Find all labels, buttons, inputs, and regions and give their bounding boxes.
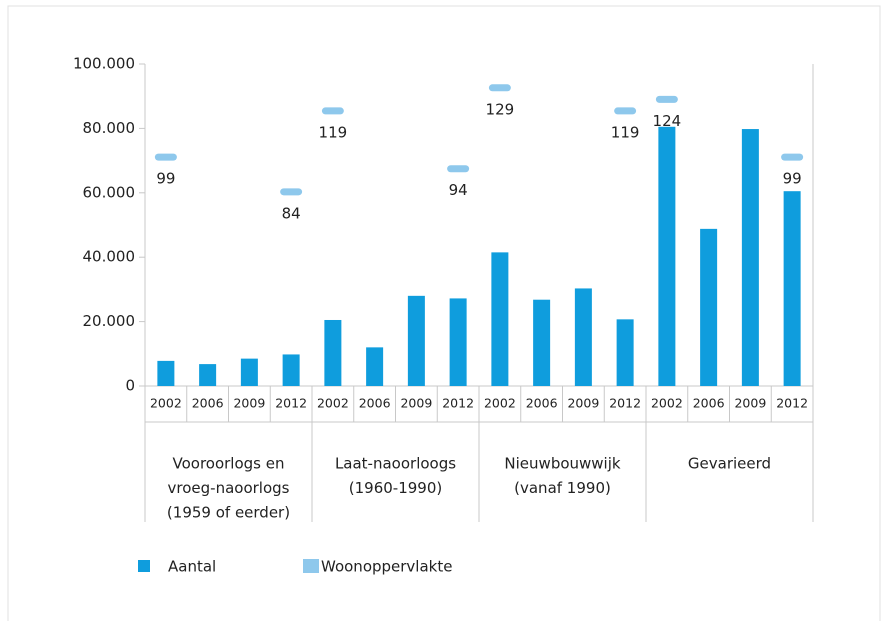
legend-swatch xyxy=(138,560,150,572)
y-tick-label: 20.000 xyxy=(83,312,136,330)
x-tick-label: 2002 xyxy=(317,396,349,411)
bar xyxy=(491,252,509,386)
x-tick-label: 2009 xyxy=(567,396,599,411)
legend-label: Woonoppervlakte xyxy=(321,558,452,576)
data-label: 129 xyxy=(486,100,515,118)
data-label: 119 xyxy=(319,123,348,141)
group-label: Laat-naoorloogs xyxy=(335,455,456,473)
group-label: Nieuwbouwwijk xyxy=(504,455,620,473)
marker xyxy=(781,153,804,161)
marker xyxy=(154,153,177,161)
x-tick-label: 2006 xyxy=(192,396,224,411)
y-tick-label: 40.000 xyxy=(83,248,136,266)
y-tick-label: 80.000 xyxy=(83,119,136,137)
bar xyxy=(407,295,425,386)
x-tick-label: 2009 xyxy=(400,396,432,411)
group-label: (vanaf 1990) xyxy=(514,479,611,497)
x-tick-label: 2006 xyxy=(526,396,558,411)
y-tick-label: 0 xyxy=(125,377,135,395)
data-label: 94 xyxy=(449,181,468,199)
x-tick-label: 2002 xyxy=(484,396,516,411)
bar xyxy=(157,360,175,386)
bar xyxy=(658,126,676,386)
group-label: (1959 of eerder) xyxy=(167,504,290,522)
frame xyxy=(7,5,881,621)
bar xyxy=(700,228,718,386)
bar xyxy=(324,319,342,386)
x-tick-label: 2002 xyxy=(150,396,182,411)
group-label: (1960-1990) xyxy=(349,479,442,497)
bar xyxy=(616,319,634,386)
bar xyxy=(533,299,551,386)
marker xyxy=(280,188,303,196)
x-tick-label: 2002 xyxy=(651,396,683,411)
x-tick-label: 2012 xyxy=(609,396,641,411)
data-label: 99 xyxy=(783,170,802,188)
x-tick-label: 2012 xyxy=(442,396,474,411)
marker xyxy=(655,95,678,103)
x-tick-label: 2006 xyxy=(359,396,391,411)
data-label: 119 xyxy=(611,123,640,141)
data-label: 84 xyxy=(282,204,301,222)
bar xyxy=(574,288,592,386)
bar xyxy=(741,129,759,386)
bar xyxy=(366,347,384,386)
data-label: 99 xyxy=(156,170,175,188)
legend-swatch xyxy=(303,559,319,573)
x-tick-label: 2009 xyxy=(233,396,265,411)
marker xyxy=(614,107,637,115)
x-tick-label: 2012 xyxy=(776,396,808,411)
marker xyxy=(488,84,511,92)
data-label: 124 xyxy=(653,112,682,130)
x-tick-label: 2006 xyxy=(693,396,725,411)
y-tick-label: 60.000 xyxy=(83,183,136,201)
x-tick-label: 2012 xyxy=(275,396,307,411)
legend-label: Aantal xyxy=(168,558,216,576)
group-label: Vooroorlogs en xyxy=(173,455,285,473)
x-tick-label: 2009 xyxy=(734,396,766,411)
bar xyxy=(199,364,217,386)
marker xyxy=(447,165,470,173)
group-label: Gevarieerd xyxy=(688,455,771,473)
bar xyxy=(449,298,467,386)
bar xyxy=(282,354,300,386)
group-label: vroeg-naoorlogs xyxy=(168,479,290,497)
y-tick-label: 100.000 xyxy=(73,55,135,73)
marker xyxy=(321,107,344,115)
bar xyxy=(240,358,258,386)
bar xyxy=(783,191,801,386)
